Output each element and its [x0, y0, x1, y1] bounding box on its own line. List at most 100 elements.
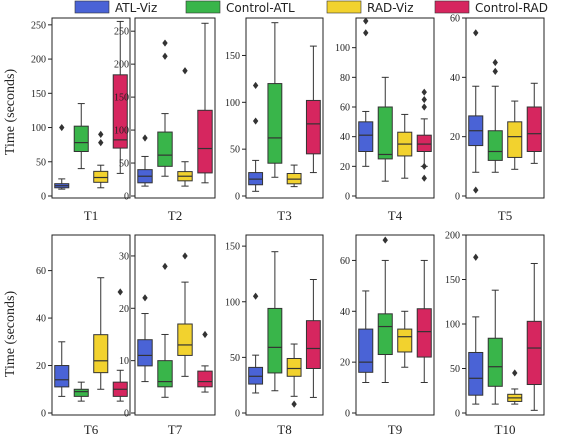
y-tick-label: 20 [450, 132, 460, 143]
panel-frame [245, 17, 324, 199]
y-tick-label: 0 [124, 192, 129, 203]
y-tick-label: 0 [455, 192, 460, 203]
y-tick-label: 50 [119, 159, 129, 170]
iqr-box [358, 121, 374, 153]
iqr-box [157, 131, 173, 167]
outlier-point [363, 17, 369, 25]
outlier-point [421, 162, 427, 170]
panel-T8: 0 50 100 150 T8 [225, 234, 324, 437]
outlier-point [98, 130, 104, 138]
box-control-rad [112, 288, 128, 402]
y-tick-label: 200 [114, 60, 129, 71]
y-tick-label: 20 [340, 162, 350, 173]
box-atl-viz [54, 123, 70, 190]
outlier-point [252, 292, 259, 300]
outlier-point [142, 294, 148, 302]
category-label: T1 [84, 208, 98, 223]
outlier-point [182, 252, 188, 260]
iqr-box [157, 360, 173, 388]
legend-label: Control-RAD [475, 1, 548, 15]
category-label: T5 [498, 208, 512, 223]
panel-frame [51, 234, 131, 416]
iqr-box [305, 320, 321, 370]
outlier-point [252, 117, 259, 125]
legend-swatch [326, 0, 362, 14]
y-tick-label: 150 [31, 89, 46, 100]
box-control-atl [157, 39, 173, 177]
category-label: T3 [277, 208, 291, 223]
iqr-box [112, 74, 128, 149]
y-tick-label: 80 [340, 73, 350, 84]
legend-label: Control-ATL [226, 1, 295, 15]
y-tick-label: 40 [36, 314, 46, 325]
iqr-box [93, 170, 109, 183]
iqr-box [397, 328, 413, 353]
iqr-box [177, 323, 193, 356]
outlier-point [142, 134, 148, 142]
legend-swatch [74, 0, 110, 14]
box-rad-viz [286, 343, 302, 408]
panel-frame [51, 17, 131, 199]
outlier-point [492, 67, 498, 75]
y-tick-label: 60 [340, 256, 350, 267]
outlier-point [162, 262, 168, 271]
outlier-point [117, 288, 123, 296]
category-label: T6 [84, 422, 99, 437]
legend-label: ATL-Viz [115, 1, 157, 15]
iqr-box [358, 328, 374, 373]
iqr-box [137, 339, 153, 367]
box-control-rad [197, 22, 213, 184]
box-rad-viz [286, 164, 302, 188]
iqr-box [526, 320, 542, 386]
y-tick-label: 0 [235, 192, 240, 203]
y-tick-label: 100 [114, 126, 129, 137]
box-control-rad [526, 82, 542, 164]
category-label: T7 [168, 422, 183, 437]
category-label: T10 [495, 422, 516, 437]
iqr-box [416, 134, 432, 152]
outlier-point [421, 103, 427, 111]
legend: ATL-Viz Control-ATL RAD-Viz Control-RAD [74, 0, 548, 15]
y-tick-label: 150 [225, 51, 240, 62]
panel-T9: 0 20 40 60 T9 [340, 234, 435, 437]
y-tick-label: 20 [36, 361, 46, 372]
iqr-box [93, 334, 109, 374]
box-control-rad [526, 262, 542, 411]
y-tick-label: 100 [225, 297, 240, 308]
panel-T1: 0 50 100 150 200 250 T1 [31, 17, 131, 223]
box-control-atl [487, 58, 503, 173]
legend-item-2: Control-ATL [185, 0, 295, 15]
box-control-rad [197, 330, 213, 393]
iqr-box [377, 106, 393, 160]
category-label: T2 [168, 208, 182, 223]
panel-T10: 0 50 100 150 200 T10 [445, 231, 545, 437]
box-control-rad [416, 88, 432, 182]
panel-T6: 0 20 40 60 T6 [36, 234, 131, 437]
outlier-point [473, 186, 479, 194]
outlier-point [162, 52, 168, 60]
panel-T2: 0 50 100 150 200 250 T2 [114, 17, 216, 223]
y-tick-label: 250 [114, 27, 129, 38]
box-control-atl [267, 251, 283, 392]
y-tick-label: 0 [345, 192, 350, 203]
panel-frame [355, 17, 435, 199]
y-tick-label: 40 [450, 73, 460, 84]
panel-frame [134, 17, 216, 199]
box-rad-viz [93, 277, 109, 390]
outlier-point [182, 67, 188, 75]
y-axis-label-top: Time (seconds) [3, 69, 18, 156]
iqr-box [487, 337, 503, 387]
y-tick-label: 50 [230, 353, 240, 364]
y-tick-label: 50 [36, 157, 46, 168]
legend-item-4: Control-RAD [434, 0, 548, 15]
outlier-point [252, 81, 259, 90]
category-label: T8 [277, 422, 291, 437]
outlier-point [421, 95, 427, 104]
y-tick-label: 0 [235, 409, 240, 420]
legend-swatch [434, 0, 470, 14]
iqr-box [305, 99, 321, 155]
y-tick-label: 100 [31, 123, 46, 134]
outlier-point [98, 139, 104, 147]
iqr-box [73, 125, 89, 152]
box-control-atl [73, 381, 89, 402]
